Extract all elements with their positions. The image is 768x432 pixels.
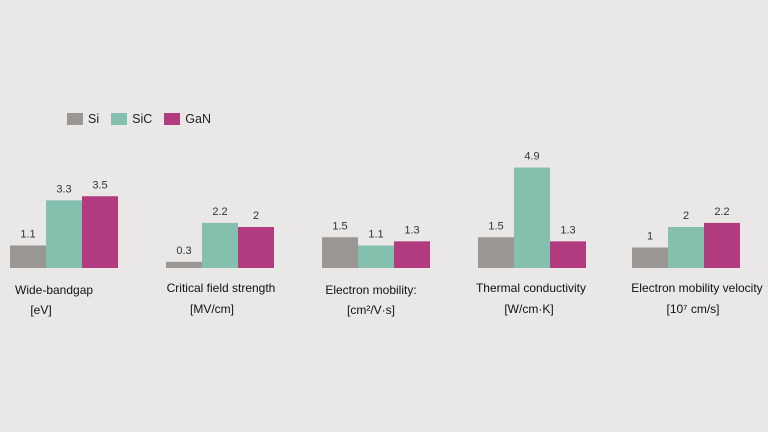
bar-sic-group-2 [202,222,238,268]
group-unit-critical-field: [MV/cm] [190,302,234,316]
bar-si-group-4 [478,237,514,268]
value-label-gan-group-2: 2 [253,210,259,222]
value-label-sic-group-2: 2.2 [212,206,227,218]
group-unit-wide-bandgap: [eV] [30,303,52,317]
group-unit-electron-mobility: [cm²/V·s] [347,303,395,317]
group-label-critical-field: Critical field strength [166,281,276,295]
value-label-gan-group-1: 3.5 [92,179,107,191]
value-label-si-group-4: 1.5 [488,220,503,232]
value-label-gan-group-4: 1.3 [560,224,575,236]
value-label-sic-group-1: 3.3 [56,183,71,195]
group-unit-thermal-conductivity: [W/cm·K] [504,302,554,316]
legend-item-gan: GaN [164,112,211,126]
value-label-gan-group-3: 1.3 [404,224,419,236]
bar-si-group-3 [322,237,358,268]
legend-swatch-sic [111,113,128,125]
value-label-si-group-1: 1.1 [20,228,35,240]
group-label-electron-velocity: Electron mobility velocity [631,281,763,295]
group-label-electron-mobility: Electron mobility: [325,283,417,297]
bar-si-group-1 [10,245,46,268]
legend-label-si: Si [88,112,100,126]
legend-swatch-si [67,113,83,125]
legend-item-sic: SiC [111,112,152,126]
legend-item-si: Si [67,112,99,126]
group-label-thermal-conductivity: Thermal conductivity [475,281,587,295]
group-label-wide-bandgap: Wide-bandgap [15,283,94,297]
group-unit-electron-velocity: [10⁷ cm/s] [666,302,720,316]
legend-swatch-gan [164,113,181,125]
bar-sic-group-3 [358,245,394,268]
bar-sic-group-1 [46,200,82,268]
value-label-sic-group-3: 1.1 [368,228,383,240]
bar-gan-group-3 [394,241,430,268]
bar-gan-group-4 [550,241,586,268]
chart-legend: Si SiC GaN [67,112,223,126]
bar-sic-group-4 [514,167,550,268]
value-label-sic-group-5: 2 [683,210,689,222]
legend-label-sic: SiC [132,112,153,126]
value-label-sic-group-4: 4.9 [524,151,539,163]
bar-si-group-2 [166,261,202,268]
bar-gan-group-5 [704,222,740,268]
legend-label-gan: GaN [185,112,211,126]
value-label-si-group-2: 0.3 [176,245,191,257]
bar-sic-group-5 [668,227,704,268]
bar-si-group-5 [632,247,668,268]
value-label-si-group-5: 1 [647,231,653,243]
value-label-gan-group-5: 2.2 [714,206,729,218]
bar-gan-group-1 [82,196,118,268]
value-label-si-group-3: 1.5 [332,220,347,232]
bar-gan-group-2 [238,227,274,268]
